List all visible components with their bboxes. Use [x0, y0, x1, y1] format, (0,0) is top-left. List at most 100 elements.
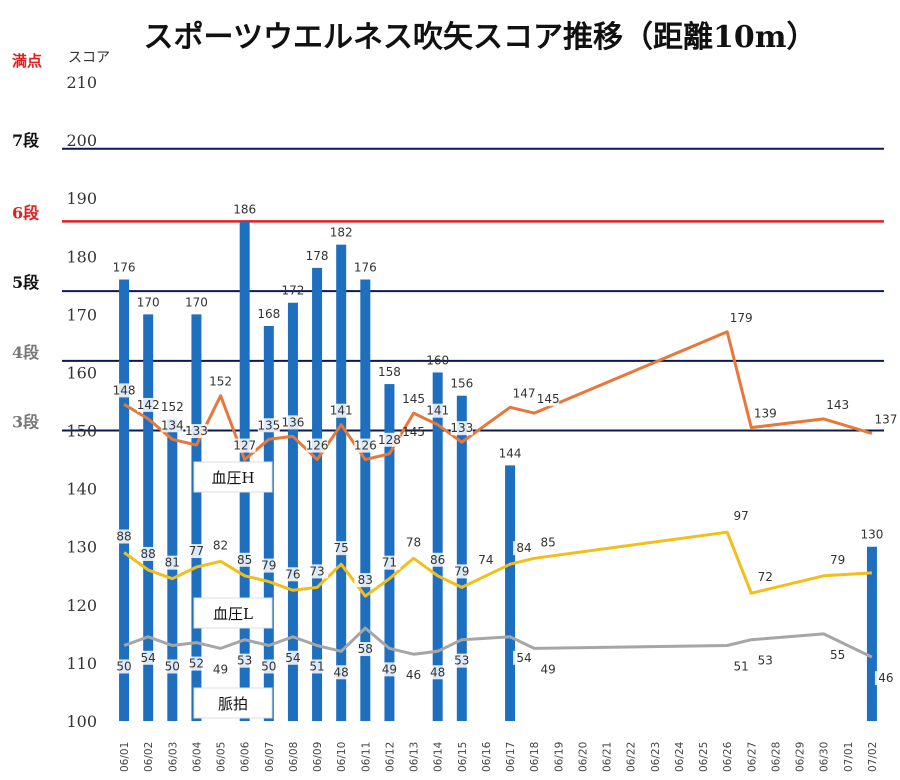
- grade-label: 7段: [12, 131, 40, 150]
- series-label-bg: [450, 421, 473, 436]
- series-value-label: 82: [213, 538, 228, 552]
- series-label-bg: [113, 529, 136, 544]
- series-value-label: 147: [513, 386, 536, 400]
- series-label-bg: [754, 653, 777, 668]
- series-value-label: 142: [137, 398, 160, 412]
- series-value-label: 128: [378, 433, 401, 447]
- x-tick-label: 06/25: [698, 742, 710, 772]
- y-tick-label: 130: [66, 538, 97, 557]
- x-tick-label: 06/01: [119, 742, 131, 772]
- x-tick-label: 06/30: [819, 742, 831, 772]
- series-value-label: 48: [430, 665, 445, 679]
- series-label-bg: [281, 650, 304, 665]
- series-value-label: 49: [382, 662, 397, 676]
- score-bar: [505, 465, 516, 721]
- series-label-bg: [209, 374, 232, 389]
- series-value-label: 55: [830, 648, 845, 662]
- series-label-bg: [426, 552, 449, 567]
- y-tick-label: 200: [66, 131, 97, 150]
- score-bar: [360, 279, 371, 721]
- score-label: 152: [161, 400, 184, 414]
- series-value-label: 75: [334, 541, 349, 555]
- series-value-label: 145: [537, 392, 560, 406]
- series-value-label: 50: [261, 659, 276, 673]
- x-tick-label: 06/04: [191, 741, 203, 772]
- legend-label: 血圧H: [211, 469, 254, 487]
- series-value-label: 126: [306, 439, 329, 453]
- score-label: 158: [378, 365, 401, 379]
- series-label-bg: [826, 397, 849, 412]
- grade-label: 6段: [12, 203, 40, 222]
- series-label-bg: [161, 555, 184, 570]
- series-label-bg: [354, 438, 377, 453]
- series-value-label: 53: [237, 654, 252, 668]
- series-line: [123, 530, 872, 598]
- series-label-bg: [378, 432, 401, 447]
- score-bar: [119, 279, 130, 721]
- legend-box: [193, 597, 273, 629]
- x-tick-label: 06/23: [650, 742, 662, 772]
- score-bar: [432, 372, 443, 721]
- series-label-bg: [354, 573, 377, 588]
- series-label-bg: [257, 659, 280, 674]
- x-tick-label: 06/16: [481, 741, 493, 772]
- y-tick-label: 190: [66, 189, 97, 208]
- series-label-bg: [537, 535, 560, 550]
- series-label-bg: [113, 383, 136, 398]
- series-label-bg: [874, 671, 897, 686]
- score-bar: [336, 244, 347, 721]
- x-tick-label: 06/28: [770, 742, 782, 772]
- x-tick-label: 06/21: [602, 742, 614, 772]
- series-value-label: 49: [541, 662, 556, 676]
- score-label: 144: [499, 446, 522, 460]
- y-tick-label: 180: [66, 247, 97, 266]
- x-tick-label: 06/18: [529, 742, 541, 772]
- series-value-label: 54: [285, 651, 300, 665]
- series-value-label: 139: [754, 407, 777, 421]
- series-value-label: 54: [141, 651, 156, 665]
- score-bar: [143, 314, 154, 721]
- series-value-label: 88: [116, 530, 131, 544]
- series-label-bg: [474, 552, 497, 567]
- score-label: 168: [257, 307, 280, 321]
- x-tick-label: 06/12: [384, 742, 396, 772]
- series-label-bg: [402, 668, 425, 683]
- series-label-bg: [306, 438, 329, 453]
- series-label-bg: [330, 541, 353, 556]
- series-value-label: 79: [454, 564, 469, 578]
- series-label-bg: [233, 552, 256, 567]
- y-tick-label: 150: [66, 422, 97, 441]
- series-value-label: 83: [358, 573, 373, 587]
- x-tick-label: 06/19: [553, 742, 565, 772]
- score-bar: [312, 267, 323, 721]
- series-value-label: 50: [165, 659, 180, 673]
- series-label-bg: [426, 403, 449, 418]
- series-label-bg: [402, 392, 425, 407]
- series-label-bg: [874, 412, 897, 427]
- series-label-bg: [281, 567, 304, 582]
- legend-label: 脈拍: [218, 695, 248, 713]
- series-value-label: 73: [309, 564, 324, 578]
- series-label-bg: [185, 544, 208, 559]
- series-value-label: 76: [285, 567, 300, 581]
- y-tick-label: 140: [66, 480, 97, 499]
- series-label-bg: [330, 403, 353, 418]
- series-label-bg: [137, 397, 160, 412]
- y-axis: 100 110 120 130 140 150 160 170 180 190 200 210: [66, 73, 97, 731]
- score-label: 130: [860, 528, 883, 542]
- score-label: 145: [402, 425, 425, 439]
- series-value-label: 136: [281, 415, 304, 429]
- series-label-bg: [137, 650, 160, 665]
- x-tick-label: 06/08: [288, 742, 300, 772]
- series-value-label: 134: [161, 418, 184, 432]
- series-label-bg: [185, 656, 208, 671]
- y-tick-label: 170: [66, 305, 97, 324]
- series-line: [123, 626, 873, 659]
- y-tick-label: 210: [66, 73, 97, 92]
- series-label-bg: [161, 659, 184, 674]
- series-label-bg: [754, 406, 777, 421]
- legend-box: [193, 461, 273, 493]
- grade-label: 4段: [12, 343, 40, 362]
- series-label-bg: [209, 662, 232, 677]
- series-value-label: 127: [233, 439, 256, 453]
